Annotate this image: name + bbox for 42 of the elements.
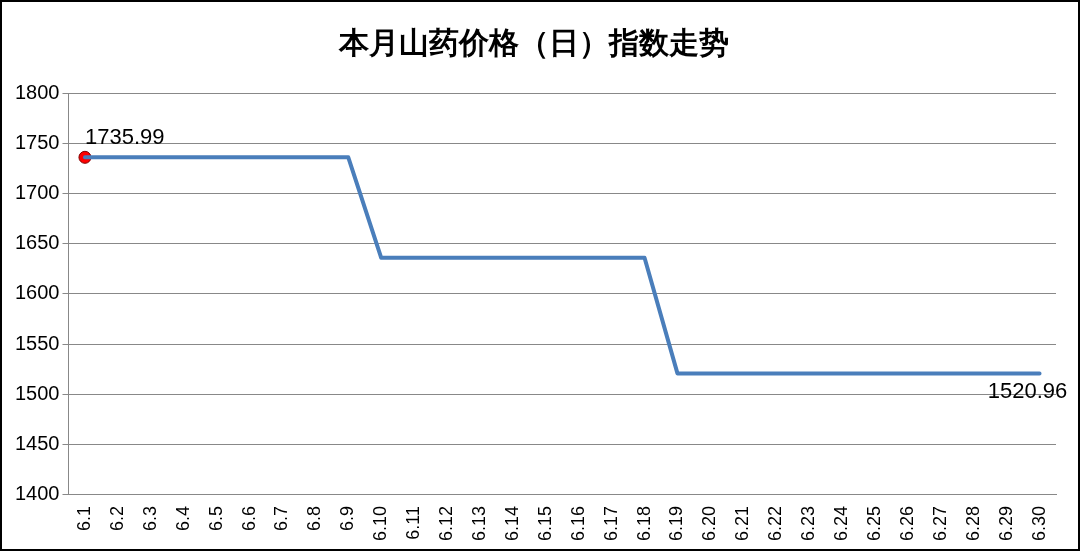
y-tick-label: 1800 — [14, 80, 60, 103]
y-tick-label: 1400 — [14, 482, 60, 505]
x-tick-label: 6.27 — [929, 505, 950, 542]
x-tick-label: 6.12 — [436, 505, 457, 542]
x-tick-label: 6.23 — [798, 505, 819, 542]
x-tick-label: 6.18 — [633, 505, 654, 542]
x-tick-label: 6.5 — [205, 505, 226, 531]
x-tick-label: 6.6 — [238, 505, 259, 531]
x-tick-label: 6.8 — [304, 505, 325, 531]
x-tick-label: 6.28 — [962, 505, 983, 542]
x-tick-label: 6.13 — [468, 505, 489, 542]
data-label: 1520.96 — [987, 378, 1068, 404]
x-tick-label: 6.15 — [534, 505, 555, 542]
x-tick-label: 6.24 — [831, 505, 852, 542]
x-tick-label: 6.17 — [600, 505, 621, 542]
x-tick-label: 6.22 — [765, 505, 786, 542]
x-tick-label: 6.3 — [139, 505, 160, 531]
y-tick-label: 1450 — [14, 432, 60, 455]
x-tick-label: 6.2 — [106, 505, 127, 531]
x-tick-label: 6.14 — [501, 505, 522, 542]
y-tick-label: 1750 — [14, 130, 60, 153]
x-tick-label: 6.25 — [863, 505, 884, 542]
y-tick-label: 1550 — [14, 331, 60, 354]
x-tick-label: 6.19 — [666, 505, 687, 542]
data-label: 1735.99 — [84, 124, 165, 150]
y-tick-label: 1700 — [14, 181, 60, 204]
x-tick-label: 6.20 — [699, 505, 720, 542]
x-tick-label: 6.21 — [732, 505, 753, 542]
x-tick-label: 6.11 — [403, 505, 424, 540]
x-tick-label: 6.29 — [995, 505, 1016, 542]
x-tick-label: 6.10 — [370, 505, 391, 542]
x-tick-label: 6.4 — [172, 505, 193, 531]
y-tick-label: 1600 — [14, 281, 60, 304]
x-tick-label: 6.7 — [271, 505, 292, 531]
y-tick-label: 1650 — [14, 231, 60, 254]
x-tick-label: 6.16 — [567, 505, 588, 542]
x-tick-label: 6.9 — [337, 505, 358, 531]
y-tick-label: 1500 — [14, 381, 60, 404]
x-tick-label: 6.26 — [896, 505, 917, 542]
chart-title: 本月山药价格（日）指数走势 — [338, 24, 729, 60]
x-tick-label: 6.30 — [1028, 505, 1049, 542]
x-tick-label: 6.1 — [73, 505, 94, 531]
